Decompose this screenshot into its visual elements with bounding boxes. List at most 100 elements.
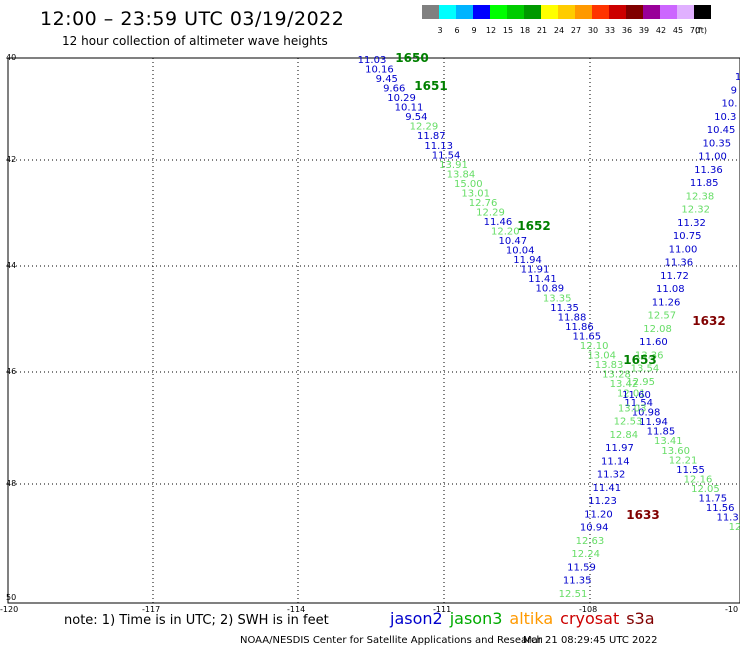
legend-label: 45 [672,26,684,35]
legend-swatch [507,5,524,19]
lon-label: -111 [433,605,452,614]
wave-height-value: 10.3 [714,112,736,123]
wave-height-value: 11.46 [484,217,513,228]
wave-height-value: 10.29 [387,93,416,104]
wave-height-value: 13.35 [543,293,572,304]
legend-swatch [473,5,490,19]
legend-label: 27 [570,26,582,35]
wave-height-value: 12.84 [609,430,638,441]
lat-label: 46 [6,367,17,376]
wave-height-value: 12.29 [410,122,439,133]
legend-swatch [558,5,575,19]
legend-swatch [660,5,677,19]
wave-height-value: 11.60 [639,337,668,348]
wave-height-value: 11.56 [706,503,735,514]
wave-height-value: 11.59 [567,563,596,574]
lon-label: -10 [725,605,739,614]
note-text: note: 1) Time is in UTC; 2) SWH is in fe… [64,613,329,628]
wave-height-value: 12.57 [647,311,676,322]
wave-height-value: 11.94 [513,255,542,266]
legend-swatch [626,5,643,19]
wave-height-value: 12.16 [684,474,713,485]
pass-label: 1652 [517,219,550,233]
lat-label: 50 [6,593,17,602]
track-a: 11.0310.169.459.6610.2910.119.5412.2911.… [358,55,740,533]
pass-label: 1650 [395,51,428,65]
wave-height-value: 12.63 [576,536,605,547]
wave-height-value: 15.00 [454,179,483,190]
legend-label: 6 [454,26,460,35]
wave-height-value: 11.32 [597,470,626,481]
wave-height-value: 11.13 [424,141,453,152]
wave-height-value: 11.91 [521,265,550,276]
wave-height-value: 12.51 [559,589,588,600]
map-frame [7,57,740,604]
wave-height-value: 11.23 [588,496,617,507]
wave-height-value: 11.85 [690,178,719,189]
wave-height-value: 10.98 [632,408,661,419]
wave-height-value: 12.29 [476,208,505,219]
wave-height-value: 10.16 [365,65,394,76]
wave-height-value: 1 [735,72,740,83]
legend-label: 36 [621,26,633,35]
wave-height-value: 11.75 [698,493,727,504]
wave-height-value: 10.04 [506,246,535,257]
wave-height-value: 11.3 [716,513,738,524]
legend-label: 9 [471,26,477,35]
wave-height-value: 10.47 [498,236,527,247]
legend-label: 39 [638,26,650,35]
legend-swatch [609,5,626,19]
satellite-jason3: jason3 [449,609,503,628]
wave-height-value: 13.28 [602,370,631,381]
wave-height-value: 11.54 [432,150,461,161]
wave-height-value: 11.65 [572,331,601,342]
lon-label: -117 [142,605,161,614]
wave-height-value: 11.88 [558,312,587,323]
legend-label: 18 [519,26,531,35]
wave-height-value: 11.87 [417,131,446,142]
wave-height-value: 12.05 [691,484,720,495]
wave-height-value: 11.94 [639,417,668,428]
legend-label: 12 [485,26,497,35]
wave-height-value: 12.21 [669,455,698,466]
wave-height-value: 11.36 [664,258,693,269]
lat-label: 48 [6,479,17,488]
wave-height-value: 11.85 [647,427,676,438]
lat-label: 42 [6,155,17,164]
map-subtitle: 12 hour collection of altimeter wave hei… [62,34,328,48]
pass-label: 1653 [623,353,656,367]
wave-height-value: 11.14 [601,456,630,467]
wave-height-value: 12.20 [491,227,520,238]
satellite-cryosat: cryosat [560,609,620,628]
wave-height-value: 12.10 [580,341,609,352]
wave-height-value: 12.95 [626,377,655,388]
legend-swatch [456,5,473,19]
footer-credit: NOAA/NESDIS Center for Satellite Applica… [240,635,543,646]
wave-height-value: 11.00 [698,152,727,163]
wave-height-value: 11.26 [652,297,681,308]
wave-height-value: 11.03 [358,55,387,66]
legend-swatch [643,5,660,19]
wave-height-value: 13.60 [661,446,690,457]
wave-height-value: 9.54 [405,112,427,123]
pass-label: 1651 [414,79,447,93]
lon-label: -120 [0,605,19,614]
wave-height-value: 12.38 [686,191,715,202]
wave-height-value: 11.32 [677,218,706,229]
pass-label: 1633 [626,508,659,522]
wave-height-value: 13.84 [447,169,476,180]
wave-height-value: 11.72 [660,271,689,282]
map-grid [8,58,740,603]
map-title: 12:00 – 23:59 UTC 03/19/2022 [40,8,345,30]
wave-height-value: 11.60 [622,390,651,401]
wave-height-value: 11.35 [550,303,579,314]
lat-label: 40 [6,53,17,62]
wave-height-value: 11.86 [565,322,594,333]
wave-height-value: 10. [722,99,738,110]
wave-height-value: 11.54 [624,398,653,409]
legend-swatch [575,5,592,19]
wave-height-value: 10.75 [673,231,702,242]
wave-height-value: 11.41 [592,483,621,494]
